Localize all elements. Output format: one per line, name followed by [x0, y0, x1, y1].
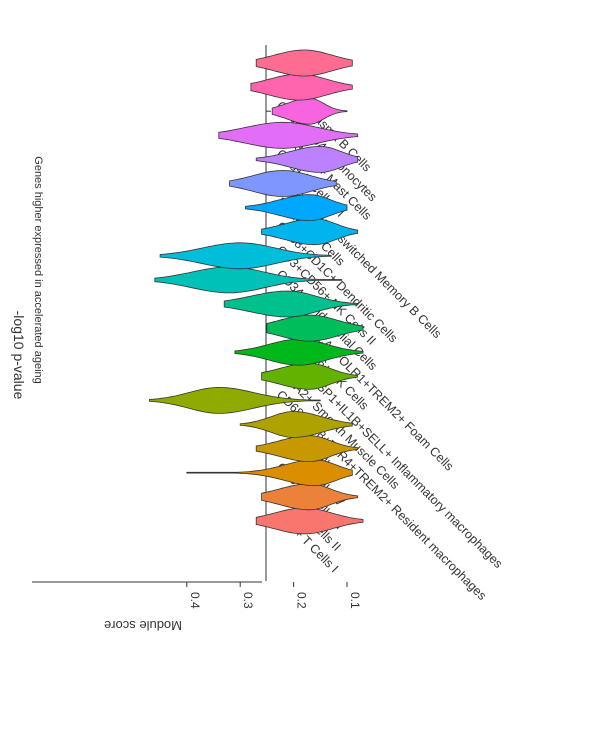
violin-shape	[255, 435, 359, 463]
violin-shape	[229, 170, 337, 197]
violin-shape	[250, 73, 353, 101]
chart-subtitle: Genes higher expressed in accelerated ag…	[32, 156, 44, 383]
value-tick-label: 0.1	[348, 592, 362, 609]
value-axis-label: Module score	[104, 618, 182, 633]
violin-shape	[255, 145, 359, 173]
violin-shape	[255, 507, 364, 535]
value-tick-label: 0.4	[188, 592, 202, 609]
violin-shape	[255, 49, 353, 77]
violin-shape	[234, 338, 364, 366]
violin-shape	[266, 314, 364, 342]
violin-shape	[223, 290, 359, 318]
violin-shape	[261, 218, 359, 246]
violins	[149, 49, 364, 535]
violin-shape	[149, 386, 321, 414]
chart-title: -log10 p-value	[11, 311, 27, 400]
violin-shape	[154, 266, 343, 294]
value-tick-label: 0.2	[295, 592, 309, 609]
violin-shape	[159, 242, 332, 270]
violin-shape	[261, 362, 359, 390]
value-tick-label: 0.3	[241, 592, 255, 609]
plot-area: -log10 p-value Genes higher expressed in…	[11, 45, 505, 633]
value-axis: 0.1 0.2 0.3 0.4	[32, 581, 362, 609]
violin-shape	[186, 459, 353, 487]
violin-shape	[271, 97, 348, 125]
violin-shape	[239, 411, 353, 438]
violin-shape	[261, 483, 359, 511]
violin-shape	[245, 194, 348, 222]
violin-shape	[218, 121, 359, 149]
